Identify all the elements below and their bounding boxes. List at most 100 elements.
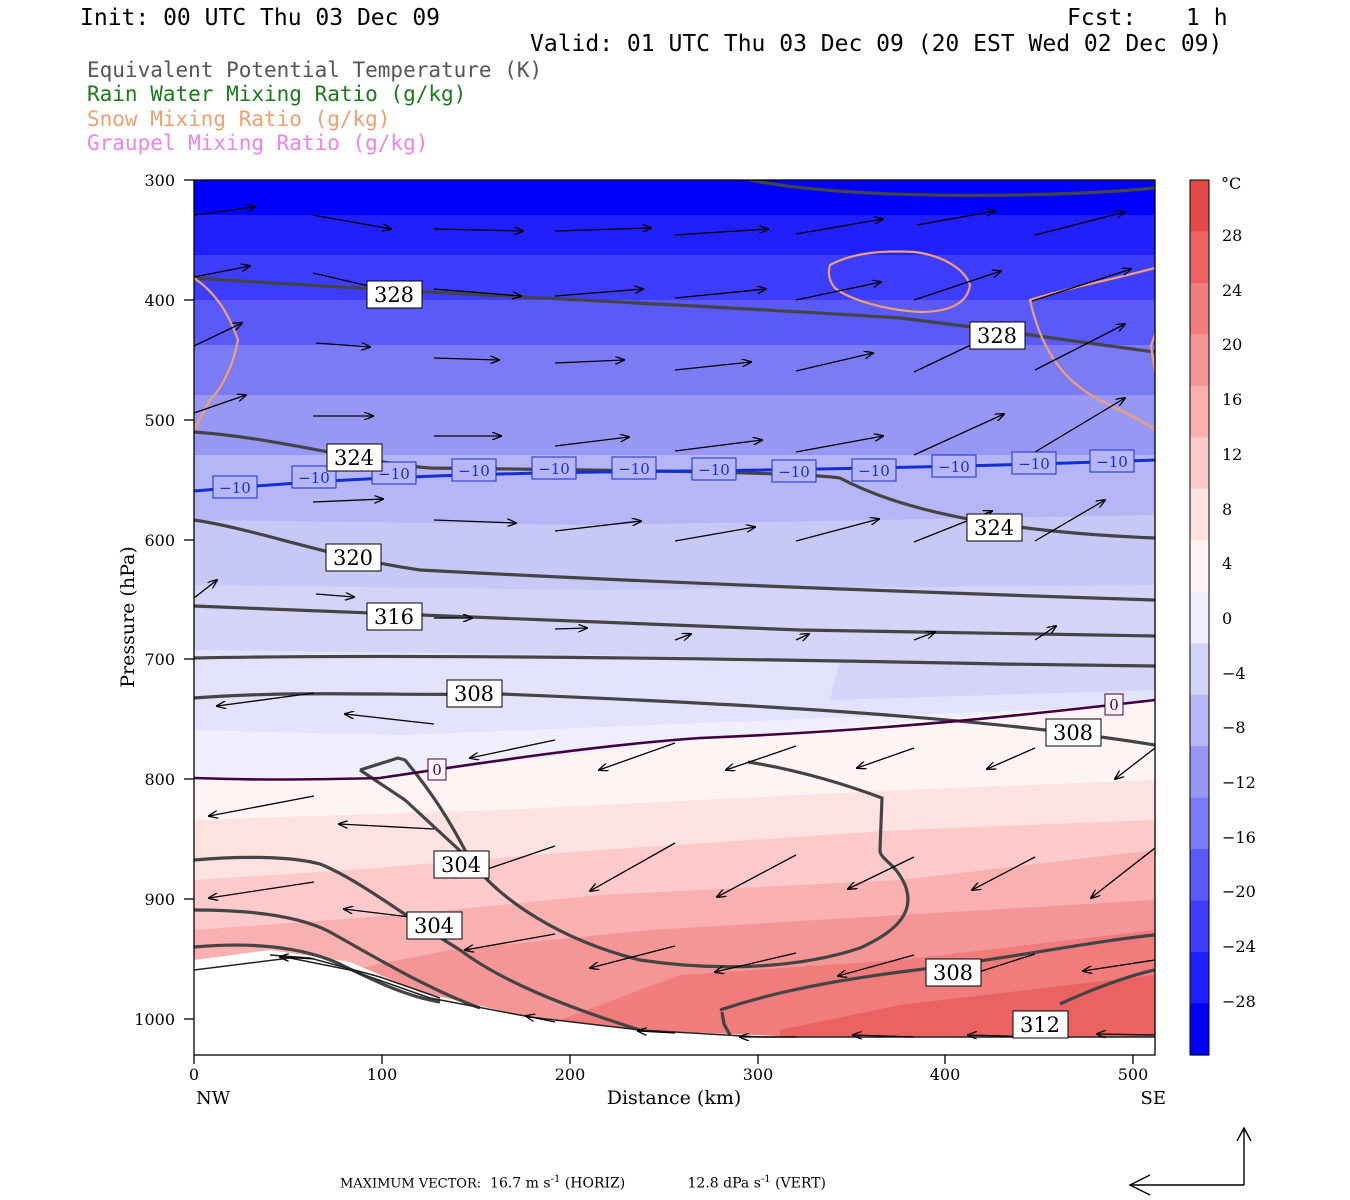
- contour-label: 328: [366, 280, 423, 309]
- colorbar-label: 12: [1222, 445, 1242, 464]
- forecast-hour: 1 h: [1186, 5, 1228, 31]
- max-vector-vert-value: 12.8: [687, 1175, 719, 1192]
- colorbar-unit: °C: [1221, 174, 1241, 193]
- colorbar-label: −8: [1222, 718, 1246, 737]
- x-tick-labels: 0 100 200 300 400 500: [189, 1065, 1148, 1084]
- colorbar-label: −24: [1222, 937, 1256, 956]
- y-tick-label: 400: [144, 291, 175, 310]
- legend-snow: Snow Mixing Ratio (g/kg): [87, 107, 391, 131]
- colorbar-label: 4: [1222, 554, 1232, 573]
- svg-text:308: 308: [1053, 721, 1093, 745]
- x-tick-label: 0: [189, 1065, 199, 1084]
- svg-text:320: 320: [333, 546, 373, 570]
- contour-label: 308: [446, 679, 503, 708]
- temperature-shading: [194, 180, 1155, 1055]
- colorbar-segment: [1190, 746, 1209, 799]
- colorbar-segment: [1190, 694, 1209, 747]
- colorbar-segment: [1190, 797, 1209, 850]
- contour-label: 304: [406, 911, 463, 940]
- max-vector-caption: MAXIMUM VECTOR: 16.7 m s-1 (HORIZ) 12.8 …: [340, 1174, 826, 1192]
- reference-vector: [1128, 1126, 1252, 1196]
- isotherm-label: −10: [851, 458, 897, 482]
- colorbar-segment: [1190, 849, 1209, 902]
- svg-text:−10: −10: [1096, 453, 1128, 471]
- colorbar-label: 0: [1222, 609, 1232, 628]
- y-tick-label: 900: [144, 890, 175, 909]
- y-tick-labels: 300 400 500 600 700 800 900 1000: [134, 171, 175, 1029]
- max-vector-horiz-value: 16.7: [490, 1175, 522, 1192]
- contour-label: 308: [1045, 718, 1102, 747]
- colorbar-segment: [1190, 437, 1209, 490]
- svg-text:−10: −10: [1018, 455, 1050, 473]
- forecast-label: Fcst:: [1067, 5, 1137, 31]
- colorbar-label: −16: [1222, 828, 1256, 847]
- colorbar-segment: [1190, 540, 1209, 593]
- colorbar-label: 16: [1222, 390, 1242, 409]
- svg-text:−10: −10: [538, 460, 570, 478]
- max-vector-label: MAXIMUM VECTOR:: [340, 1176, 482, 1192]
- contour-label: 304: [433, 850, 490, 879]
- isotherm-label: −10: [691, 457, 737, 481]
- svg-text:−10: −10: [219, 479, 251, 497]
- y-ticks: [184, 179, 194, 1020]
- svg-text:−10: −10: [618, 460, 650, 478]
- colorbar-label: 24: [1222, 281, 1242, 300]
- svg-text:304: 304: [414, 914, 454, 938]
- isotherm-label: −10: [291, 465, 337, 489]
- isotherm-label: −10: [771, 459, 817, 483]
- colorbar-label: 8: [1222, 500, 1232, 519]
- init-time: Init: 00 UTC Thu 03 Dec 09: [80, 5, 441, 31]
- zero-labels: 0 0: [427, 693, 1124, 781]
- y-axis-label: Pressure (hPa): [117, 546, 139, 688]
- svg-text:−10: −10: [698, 461, 730, 479]
- isotherm-label: −10: [531, 456, 577, 480]
- isotherm-label: −10: [1089, 449, 1135, 473]
- svg-text:312: 312: [1020, 1013, 1060, 1037]
- x-ticks: [193, 1055, 1134, 1064]
- svg-text:−10: −10: [298, 469, 330, 487]
- x-end-label-se: SE: [1141, 1088, 1166, 1109]
- svg-text:−10: −10: [938, 458, 970, 476]
- svg-text:328: 328: [374, 283, 414, 307]
- temperature-colorbar: °C 28 24 20 16 12 8 4 0 −4 −8 −12 −16 −2…: [1189, 174, 1256, 1056]
- colorbar-segment: [1190, 231, 1209, 284]
- colorbar-label: −20: [1222, 882, 1256, 901]
- svg-text:0: 0: [1109, 696, 1119, 714]
- colorbar-label: 28: [1222, 226, 1242, 245]
- svg-text:324: 324: [334, 446, 374, 470]
- y-tick-label: 600: [144, 531, 175, 550]
- x-tick-label: 500: [1118, 1065, 1149, 1084]
- theta-e-labels: 328 328 324 324 320 316 308 308 304 304 …: [325, 280, 1102, 1039]
- svg-text:−10: −10: [778, 463, 810, 481]
- plot-frame: [193, 179, 1156, 1056]
- contour-label: 324: [966, 513, 1023, 542]
- x-tick-label: 300: [743, 1065, 774, 1084]
- colorbar-segment: [1190, 488, 1209, 541]
- colorbar-segment: [1190, 591, 1209, 644]
- contour-label: 312: [1012, 1010, 1069, 1039]
- x-tick-label: 400: [930, 1065, 961, 1084]
- y-tick-label: 500: [144, 411, 175, 430]
- svg-text:−10: −10: [858, 462, 890, 480]
- y-tick-label: 700: [144, 650, 175, 669]
- x-end-label-nw: NW: [196, 1088, 231, 1109]
- y-tick-label: 300: [144, 171, 175, 190]
- svg-text:−10: −10: [378, 465, 410, 483]
- wind-vectors: [194, 207, 1155, 1037]
- colorbar-segment: [1190, 385, 1209, 438]
- svg-text:304: 304: [441, 853, 481, 877]
- x-axis-label: Distance (km): [607, 1087, 742, 1109]
- svg-text:316: 316: [374, 605, 414, 629]
- colorbar-segment: [1190, 900, 1209, 953]
- colorbar-segment: [1190, 180, 1209, 233]
- svg-text:0: 0: [432, 761, 442, 779]
- colorbar-segment: [1190, 334, 1209, 387]
- contour-label: 320: [325, 543, 382, 572]
- minus10-labels: −10 −10 −10 −10 −10 −10 −10 −10 −10 −10 …: [212, 449, 1135, 499]
- colorbar-label: −12: [1222, 773, 1256, 792]
- svg-text:−10: −10: [458, 462, 490, 480]
- svg-text:308: 308: [454, 682, 494, 706]
- y-tick-label: 1000: [134, 1010, 175, 1029]
- isotherm-label: −10: [931, 454, 977, 478]
- contour-label: 308: [925, 958, 982, 987]
